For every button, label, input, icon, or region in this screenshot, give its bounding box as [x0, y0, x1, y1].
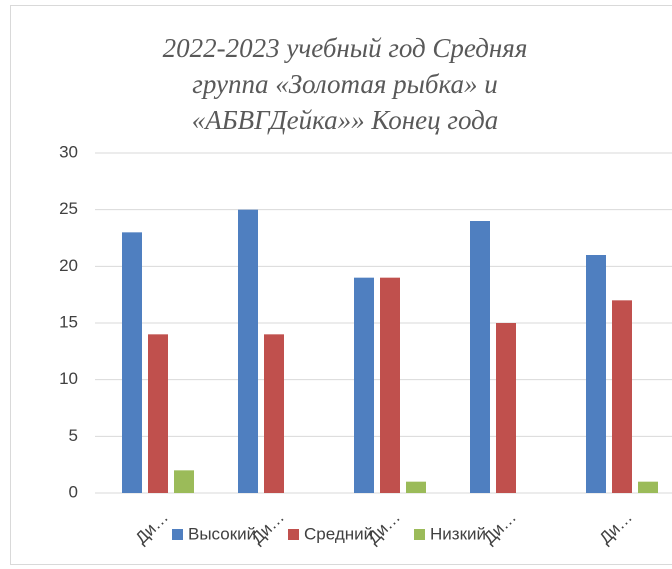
y-tick-label: 10: [59, 369, 78, 388]
bar: [148, 334, 168, 493]
legend-label: Высокий: [188, 524, 256, 543]
bar: [174, 470, 194, 493]
y-tick-label: 0: [69, 482, 78, 501]
bar: [612, 300, 632, 493]
legend-label: Средний: [304, 524, 373, 543]
legend-swatch: [172, 529, 183, 540]
legend-swatch: [414, 529, 425, 540]
y-tick-label: 30: [59, 142, 78, 161]
legend-label: Низкий: [430, 524, 486, 543]
chart-title: 2022-2023 учебный год Средняя группа «Зо…: [162, 33, 528, 135]
legend-swatch: [288, 529, 299, 540]
bar: [586, 255, 606, 493]
bar: [354, 277, 374, 493]
chart-border: [10, 5, 672, 565]
bar: [238, 209, 258, 493]
bar: [122, 232, 142, 494]
bar: [496, 323, 516, 493]
y-tick-label: 20: [59, 256, 78, 275]
y-tick-label: 5: [69, 426, 78, 445]
y-tick-label: 25: [59, 199, 78, 218]
bar: [470, 221, 490, 493]
bar: [380, 277, 400, 493]
bar: [638, 481, 658, 493]
y-tick-label: 15: [59, 312, 78, 331]
bar: [264, 334, 284, 493]
bar: [406, 481, 426, 493]
